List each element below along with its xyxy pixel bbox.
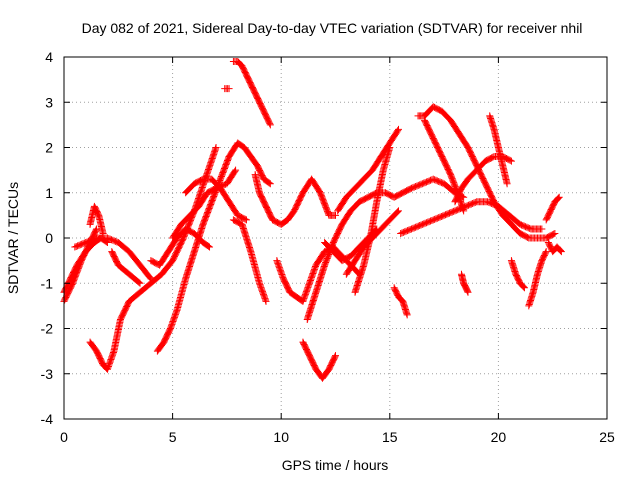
series-arc-4 bbox=[71, 234, 155, 283]
series-markers bbox=[421, 116, 468, 215]
series-arc-24 bbox=[414, 103, 559, 242]
y-tick-label: 3 bbox=[45, 94, 53, 110]
y-axis-label: SDTVAR / TECUs bbox=[5, 182, 21, 294]
x-tick-label: 0 bbox=[60, 429, 68, 445]
y-tick-label: 4 bbox=[45, 49, 53, 65]
series-markers bbox=[507, 257, 528, 292]
x-tick-label: 15 bbox=[382, 429, 398, 445]
series-markers bbox=[525, 248, 550, 310]
series-markers bbox=[303, 175, 468, 323]
series-markers bbox=[71, 234, 155, 283]
series-arc-27 bbox=[457, 270, 472, 296]
y-tick-labels: -4 -3 -2 -1 0 1 2 3 4 bbox=[41, 49, 54, 427]
y-tick-label: -4 bbox=[41, 411, 54, 427]
series-arc-17 bbox=[303, 175, 468, 323]
series-markers bbox=[229, 58, 274, 129]
series-arc-7 bbox=[153, 139, 274, 355]
series-markers bbox=[273, 243, 363, 305]
series-arc-31 bbox=[542, 193, 563, 224]
series-markers bbox=[169, 166, 240, 242]
y-tick-label: 2 bbox=[45, 140, 53, 156]
x-tick-label: 20 bbox=[491, 429, 507, 445]
series-arc-16 bbox=[299, 338, 339, 382]
axis-ticks bbox=[63, 56, 608, 420]
series-markers bbox=[86, 202, 107, 237]
series-markers bbox=[486, 112, 511, 188]
x-axis-label: GPS time / hours bbox=[282, 457, 389, 473]
y-tick-label: -3 bbox=[41, 366, 54, 382]
series-markers bbox=[544, 239, 565, 256]
series-arc-9 bbox=[169, 166, 240, 242]
series-arc-3 bbox=[86, 202, 107, 237]
series-arc-10 bbox=[182, 175, 250, 224]
series-arc-12 bbox=[229, 58, 274, 129]
series-markers bbox=[182, 175, 250, 224]
series-markers bbox=[390, 284, 411, 319]
grid bbox=[64, 57, 607, 419]
series-markers bbox=[457, 270, 472, 296]
y-tick-label: 0 bbox=[45, 230, 53, 246]
series-markers bbox=[542, 193, 563, 224]
series-markers bbox=[414, 103, 559, 242]
x-tick-label: 25 bbox=[599, 429, 615, 445]
series-arc-25 bbox=[421, 116, 468, 215]
series-markers bbox=[221, 85, 233, 93]
series-arc-13 bbox=[229, 216, 270, 305]
series-arc-28 bbox=[486, 112, 511, 188]
series-arc-29 bbox=[507, 257, 528, 292]
series-arc-21 bbox=[351, 144, 394, 296]
series-markers bbox=[251, 171, 339, 228]
series-arc-15 bbox=[273, 243, 363, 305]
x-tick-label: 5 bbox=[169, 429, 177, 445]
chart-title: Day 082 of 2021, Sidereal Day-to-day VTE… bbox=[82, 20, 583, 36]
x-tick-label: 10 bbox=[273, 429, 289, 445]
series-arc-22 bbox=[390, 284, 411, 319]
series-markers bbox=[153, 139, 274, 355]
x-tick-labels: 0 5 10 15 20 25 bbox=[60, 429, 615, 445]
y-tick-label: -2 bbox=[41, 321, 54, 337]
series-arc-6 bbox=[108, 248, 144, 287]
series-markers bbox=[229, 216, 270, 305]
series-arc-8 bbox=[147, 225, 214, 269]
series-markers bbox=[147, 225, 214, 269]
y-tick-label: 1 bbox=[45, 185, 53, 201]
series-arc-11 bbox=[221, 85, 233, 93]
series-markers bbox=[351, 144, 394, 296]
series-arc-32 bbox=[544, 239, 565, 256]
series-markers bbox=[299, 338, 339, 382]
series-arc-30 bbox=[525, 248, 550, 310]
series-markers bbox=[108, 248, 144, 287]
series-arc-14 bbox=[251, 171, 339, 228]
y-tick-label: -1 bbox=[41, 275, 54, 291]
